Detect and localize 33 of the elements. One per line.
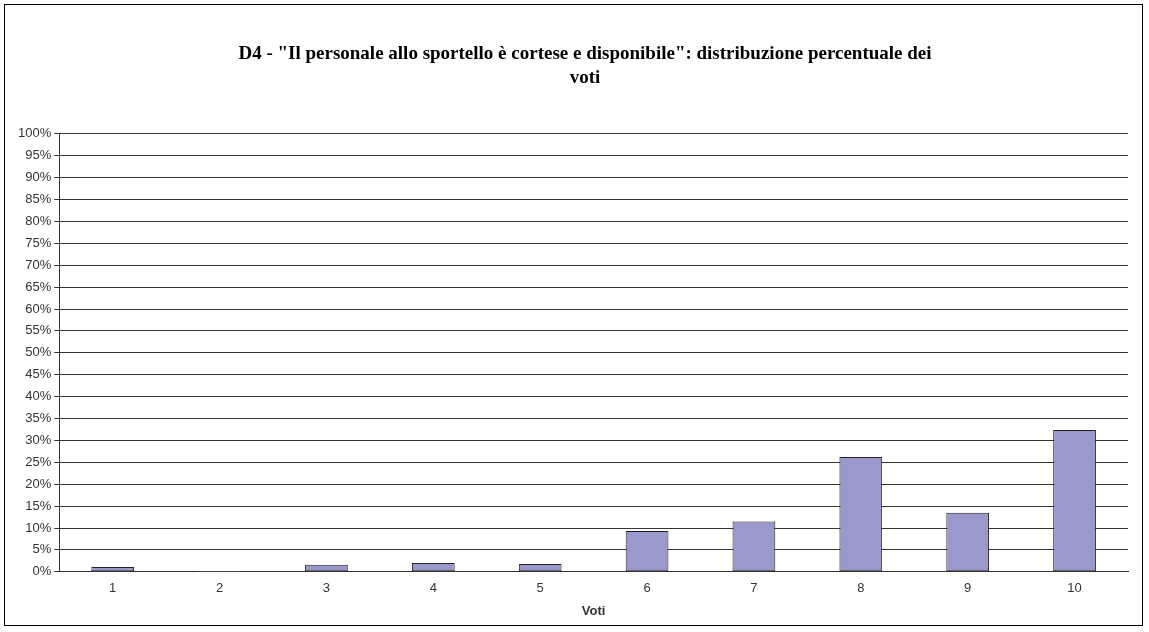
x-tick-label: 5 bbox=[536, 580, 544, 596]
y-tick-label: 5% bbox=[32, 541, 52, 557]
y-tick-label: 45% bbox=[25, 366, 52, 382]
y-tick-label: 60% bbox=[25, 300, 52, 316]
y-tick-label: 30% bbox=[25, 431, 52, 447]
y-tick-label: 15% bbox=[25, 497, 52, 513]
y-tick-label: 40% bbox=[25, 388, 52, 404]
y-tick-label: 100% bbox=[18, 125, 52, 141]
y-tick-label: 0% bbox=[32, 563, 52, 579]
y-tick-label: 70% bbox=[25, 256, 52, 272]
x-tick-label: 9 bbox=[964, 580, 972, 596]
y-tick-label: 55% bbox=[25, 322, 52, 338]
x-tick-label: 6 bbox=[643, 580, 651, 596]
chart-title: D4 - "Il personale allo sportello è cortese e disponibile": distribuzione percentuale dei voti bbox=[237, 41, 933, 89]
x-tick-label: 10 bbox=[1067, 580, 1082, 596]
y-tick-label: 50% bbox=[25, 344, 52, 360]
y-tick-label: 95% bbox=[25, 147, 52, 163]
x-tick-label: 7 bbox=[750, 580, 758, 596]
x-tick-label: 4 bbox=[429, 580, 437, 596]
y-tick-label: 75% bbox=[25, 234, 52, 250]
y-tick-label: 25% bbox=[25, 453, 52, 469]
x-tick-label: 1 bbox=[109, 580, 117, 596]
x-tick-label: 8 bbox=[857, 580, 865, 596]
y-tick-label: 65% bbox=[25, 278, 52, 294]
y-tick-label: 80% bbox=[25, 212, 52, 228]
y-tick-label: 85% bbox=[25, 191, 52, 207]
y-tick-label: 35% bbox=[25, 410, 52, 426]
x-tick-label: 3 bbox=[322, 580, 331, 596]
y-tick-label: 90% bbox=[25, 169, 52, 185]
x-tick-label: 2 bbox=[215, 580, 224, 596]
y-tick-label: 20% bbox=[25, 475, 52, 491]
y-tick-label: 10% bbox=[25, 519, 52, 535]
x-axis-title: Voti bbox=[581, 602, 606, 618]
